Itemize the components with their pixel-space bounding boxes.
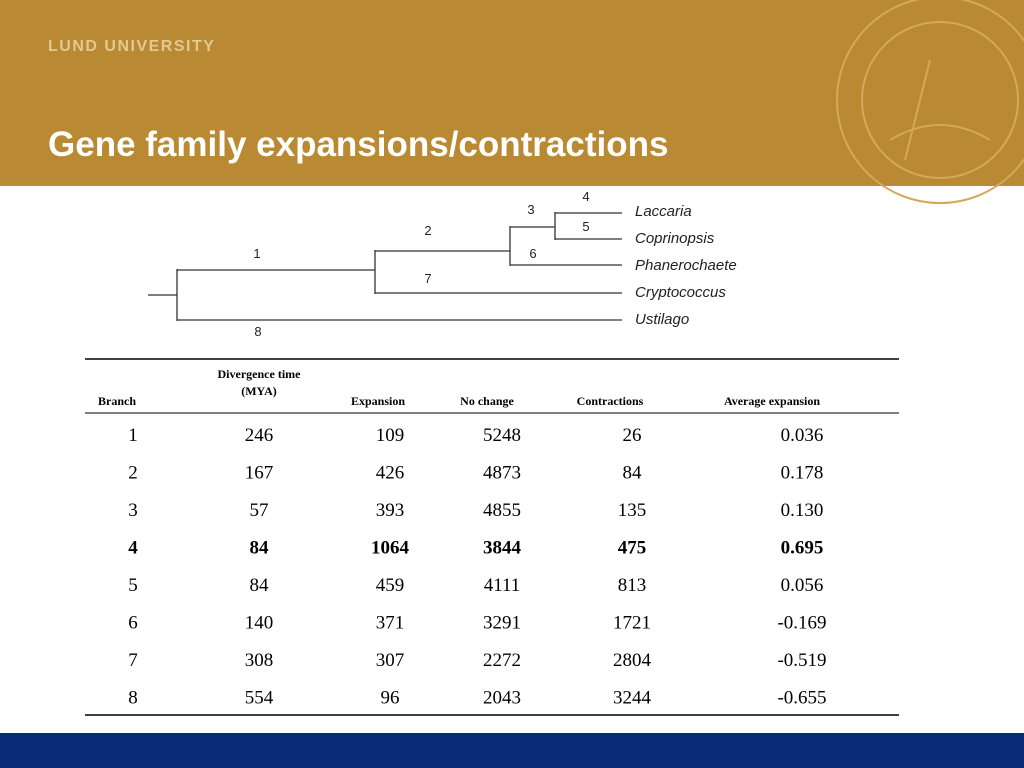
table-cell: 813	[618, 575, 647, 596]
table-cell: 26	[623, 425, 642, 446]
footer-band	[0, 733, 1024, 768]
table-cell: 0.130	[781, 500, 824, 521]
table-cell: 140	[245, 613, 274, 634]
branch-label: 4	[582, 189, 589, 204]
branch-label: 5	[582, 219, 589, 234]
table-cell: 4111	[484, 575, 521, 596]
phylogenetic-tree	[148, 212, 622, 321]
table-cell: 84	[250, 538, 270, 559]
seal	[836, 0, 1024, 204]
table-cell: 96	[381, 688, 400, 709]
table-cell: 393	[376, 500, 405, 521]
table-cell: 4873	[483, 463, 521, 484]
column-header: Contractions	[577, 394, 644, 408]
table-cell: 3	[128, 500, 138, 521]
branch-label: 2	[424, 223, 431, 238]
slide-title: Gene family expansions/contractions	[48, 125, 668, 164]
table-cell: 308	[245, 650, 274, 671]
table-cell: -0.169	[777, 613, 826, 634]
table-cell: 554	[245, 688, 274, 709]
taxon-label: Ustilago	[635, 311, 689, 328]
table-cell: 84	[250, 575, 270, 596]
table-cell: 1	[128, 425, 138, 446]
table-cell: 2043	[483, 688, 521, 709]
table-cell: 2	[128, 463, 138, 484]
table-cell: 3244	[613, 688, 652, 709]
table-cell: 0.178	[781, 463, 824, 484]
table-cell: 4855	[483, 500, 521, 521]
org-name: LUND UNIVERSITY	[48, 38, 215, 55]
table-cell: 5	[128, 575, 138, 596]
taxon-label: Laccaria	[635, 203, 692, 220]
column-header: Average expansion	[724, 394, 820, 408]
branch-label: 3	[527, 202, 534, 217]
table-cell: 0.695	[781, 538, 824, 559]
table-cell: 7	[128, 650, 138, 671]
table-cell: 167	[245, 463, 274, 484]
branch-label: 6	[529, 246, 536, 261]
branch-label: 7	[424, 271, 431, 286]
column-header: Expansion	[351, 394, 405, 408]
column-header: No change	[460, 394, 514, 408]
table-cell: 1721	[613, 613, 651, 634]
table-cell: 84	[623, 463, 643, 484]
table-cell: 475	[618, 538, 647, 559]
column-header: Divergence time	[218, 367, 302, 381]
table-cell: 3844	[483, 538, 522, 559]
branch-label: 8	[254, 324, 261, 339]
table-cell: 371	[376, 613, 405, 634]
taxon-label: Phanerochaete	[635, 257, 737, 274]
table-cell: 135	[618, 500, 647, 521]
table-cell: 0.056	[781, 575, 824, 596]
table-cell: 8	[128, 688, 138, 709]
table-cell: 109	[376, 425, 405, 446]
branch-label: 1	[253, 246, 260, 261]
table-cell: 459	[376, 575, 405, 596]
table-cell: 6	[128, 613, 138, 634]
table-cell: 246	[245, 425, 274, 446]
table-cell: 3291	[483, 613, 521, 634]
column-header: (MYA)	[241, 384, 277, 398]
table-cell: 307	[376, 650, 405, 671]
taxon-label: Coprinopsis	[635, 230, 715, 247]
table-cell: 426	[376, 463, 405, 484]
table-cell: -0.519	[777, 650, 826, 671]
table-cell: 4	[128, 538, 138, 559]
table-cell: 57	[250, 500, 269, 521]
table-cell: 1064	[371, 538, 410, 559]
table-cell: 5248	[483, 425, 521, 446]
table-cell: 2272	[483, 650, 521, 671]
table-cell: -0.655	[777, 688, 826, 709]
table-cell: 2804	[613, 650, 652, 671]
taxon-label: Cryptococcus	[635, 284, 726, 301]
table-cell: 0.036	[781, 425, 824, 446]
column-header: Branch	[98, 394, 136, 408]
